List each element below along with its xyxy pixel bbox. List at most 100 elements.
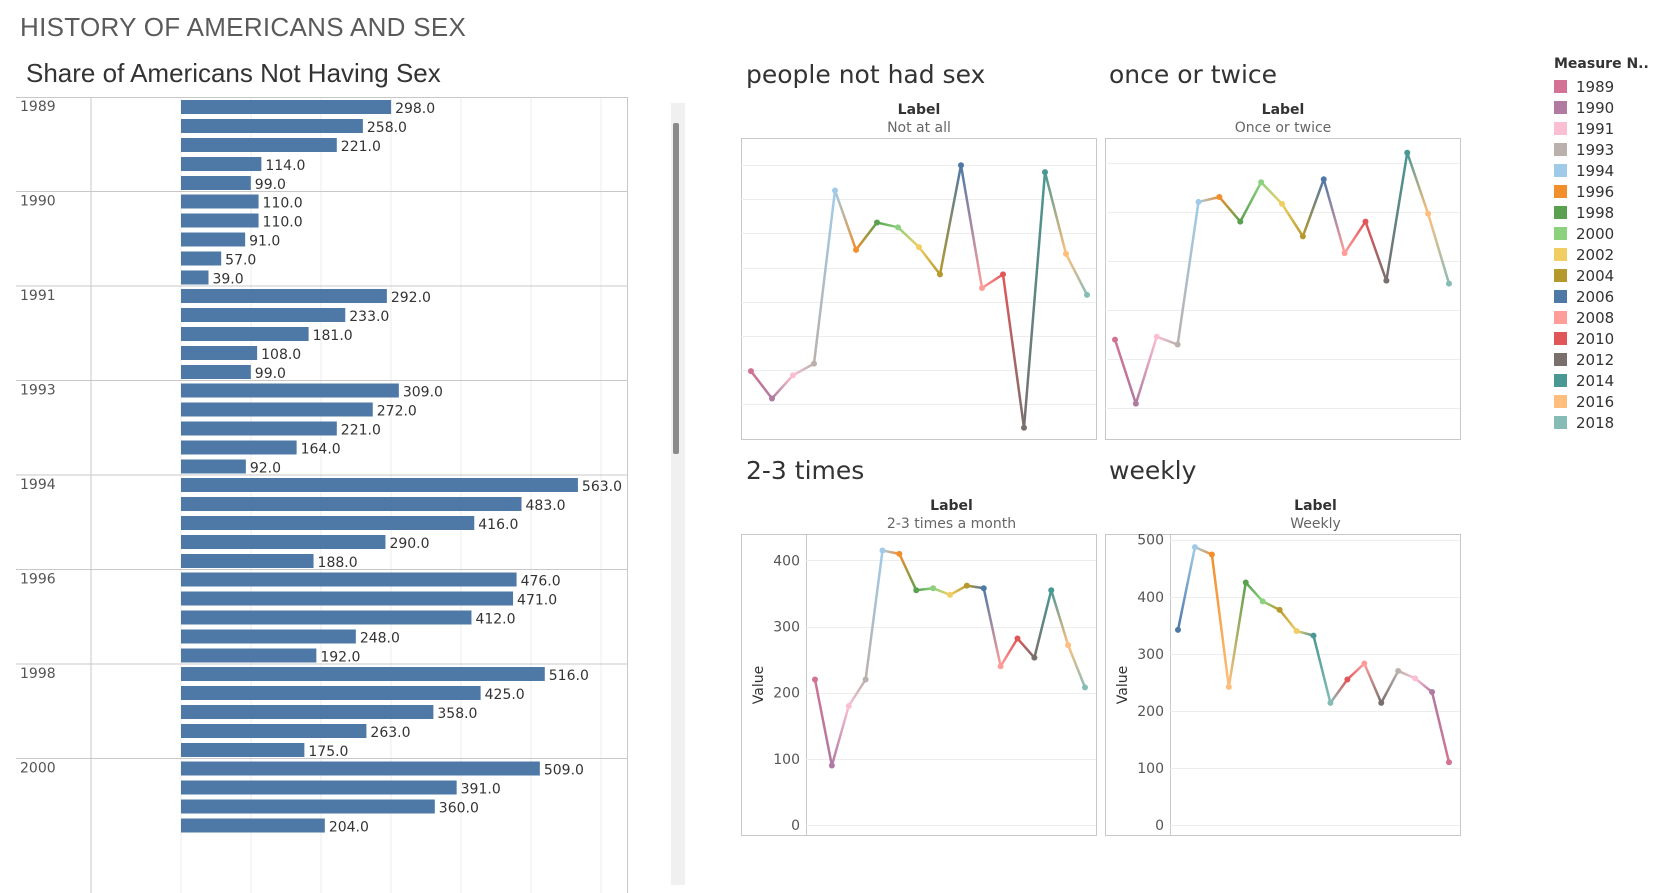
- legend-item[interactable]: 2004: [1554, 265, 1659, 286]
- panel-frame: [1105, 138, 1461, 440]
- bar-chart-title: Share of Americans Not Having Sex: [26, 58, 441, 88]
- bar-value-label: 99.0: [255, 177, 286, 193]
- legend-item[interactable]: 1998: [1554, 202, 1659, 223]
- bar: [181, 440, 297, 455]
- data-point: [1063, 250, 1069, 257]
- legend-item[interactable]: 2014: [1554, 370, 1659, 391]
- data-point: [769, 395, 775, 402]
- data-point: [1225, 683, 1232, 690]
- bar: [181, 478, 578, 492]
- bar-value-label: 91.0: [249, 234, 280, 250]
- bar-value-label: 92.0: [250, 461, 281, 477]
- data-point: [913, 587, 920, 594]
- data-point: [896, 550, 903, 557]
- bar-value-label: 290.0: [389, 536, 429, 552]
- legend-item[interactable]: 1994: [1554, 160, 1659, 181]
- series-segment: [1406, 151, 1430, 215]
- bar: [181, 554, 314, 568]
- bar: [181, 402, 373, 417]
- series-segment: [999, 637, 1019, 668]
- data-point: [1082, 684, 1088, 691]
- data-point: [963, 582, 970, 589]
- legend-swatch: [1554, 248, 1567, 261]
- data-point: [1395, 667, 1402, 674]
- legend-item[interactable]: 2008: [1554, 307, 1659, 328]
- bar-value-label: 298.0: [395, 101, 435, 117]
- data-point: [1065, 642, 1072, 649]
- legend-item[interactable]: 2000: [1554, 223, 1659, 244]
- series-segment: [1210, 553, 1231, 689]
- legend-item[interactable]: 2016: [1554, 391, 1659, 412]
- panel-frame: [1105, 534, 1461, 836]
- data-point: [1383, 277, 1390, 284]
- legend-item[interactable]: 1991: [1554, 118, 1659, 139]
- data-point: [790, 372, 796, 379]
- legend-label: 2018: [1576, 413, 1615, 432]
- legend-item[interactable]: 1996: [1554, 181, 1659, 202]
- bar-value-label: 483.0: [526, 498, 566, 514]
- legend-label: 1994: [1576, 161, 1615, 180]
- bar: [181, 705, 434, 719]
- series-segment: [1312, 634, 1332, 705]
- y-tick-label: 0: [791, 818, 800, 834]
- bar: [181, 761, 540, 776]
- series-segment: [1227, 581, 1247, 689]
- data-point: [1242, 579, 1249, 586]
- bar: [181, 686, 481, 700]
- legend-item[interactable]: 2018: [1554, 412, 1659, 433]
- data-point: [1412, 675, 1419, 682]
- bar: [181, 176, 251, 190]
- legend-item[interactable]: 2010: [1554, 328, 1659, 349]
- data-point: [1425, 210, 1432, 217]
- series-segment: [1134, 335, 1158, 405]
- legend-item[interactable]: 1990: [1554, 97, 1659, 118]
- line-chart-2-3-times: 0 100 200 300 400 Value: [741, 534, 1097, 836]
- bar-value-label: 39.0: [212, 272, 243, 288]
- legend-item[interactable]: 2012: [1554, 349, 1659, 370]
- panel-header-not-at-all: Label Not at all: [741, 102, 1097, 136]
- bar-value-label: 360.0: [439, 801, 479, 817]
- series-segment: [1050, 588, 1070, 647]
- bar: [181, 308, 346, 322]
- bar: [181, 365, 251, 379]
- legend-label: 1993: [1576, 140, 1615, 159]
- bar-value-label: 563.0: [582, 479, 622, 495]
- series-segment: [1113, 338, 1138, 405]
- panel-header-once-or-twice: Label Once or twice: [1105, 102, 1461, 136]
- data-point: [1174, 341, 1181, 348]
- data-point: [1000, 271, 1006, 278]
- legend-label: 2006: [1576, 287, 1615, 306]
- bar-value-label: 188.0: [318, 555, 358, 571]
- bar-value-label: 476.0: [521, 574, 561, 590]
- panel-frame: [741, 534, 1097, 836]
- legend-swatch: [1554, 101, 1567, 114]
- series-segment: [1218, 195, 1242, 223]
- line-chart-weekly: 0 100 200 300 400 500 Value: [1105, 534, 1461, 836]
- data-point: [1362, 218, 1369, 225]
- data-point: [980, 585, 987, 592]
- series-segment: [980, 273, 1005, 290]
- series-segment: [948, 584, 969, 597]
- data-point: [1191, 544, 1198, 551]
- legend-item[interactable]: 2006: [1554, 286, 1659, 307]
- series-segment: [1413, 677, 1434, 694]
- series-segment: [917, 245, 942, 276]
- bar: [181, 194, 259, 209]
- data-point: [1327, 699, 1334, 706]
- series-segment: [1176, 200, 1200, 346]
- series-segment: [1280, 202, 1305, 238]
- bar-value-label: 110.0: [263, 196, 303, 212]
- bar-value-label: 358.0: [437, 706, 477, 722]
- legend-swatch: [1554, 290, 1567, 303]
- legend-item[interactable]: 1993: [1554, 139, 1659, 160]
- y-tick-label: 400: [1137, 590, 1164, 606]
- legend-item[interactable]: 2002: [1554, 244, 1659, 265]
- legend-swatch: [1554, 185, 1567, 198]
- data-point: [1258, 179, 1265, 186]
- data-point: [930, 585, 937, 592]
- legend-item[interactable]: 1989: [1554, 76, 1659, 97]
- legend-swatch: [1554, 311, 1567, 324]
- data-point: [748, 368, 754, 375]
- series-segment: [1301, 178, 1325, 238]
- scrollbar-thumb[interactable]: [673, 123, 679, 454]
